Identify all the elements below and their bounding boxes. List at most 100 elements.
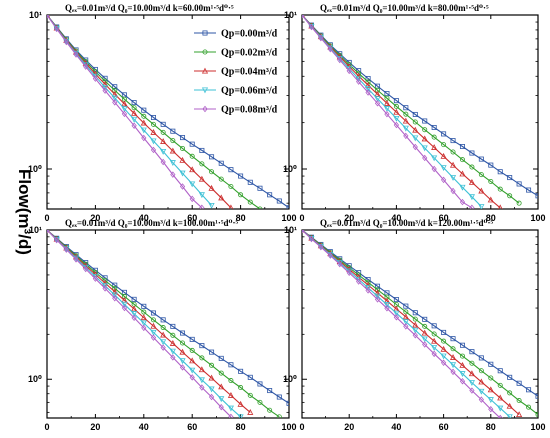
data-point [121,106,128,113]
data-point [478,355,484,361]
data-point [111,292,118,299]
data-point [478,156,484,162]
data-point [393,297,399,303]
data-point [73,51,79,58]
data-point [440,165,447,172]
panel-1: Qₑₓ=0.01m³/d Q₀=10.00m³/d k=60.00m¹·⁵d⁰·… [28,3,296,223]
data-point [83,265,89,273]
legend-item: Qp=0.00m³/d [194,29,278,40]
data-point [459,371,466,378]
data-point [141,303,147,309]
x-tick-label: 100 [281,422,296,432]
data-point [141,113,147,119]
data-point [170,332,176,338]
data-point [355,276,362,283]
data-point [403,303,409,309]
x-axis-ticks: 0 20 40 60 80 100 [299,15,546,223]
data-point [384,91,390,97]
data-point [198,377,205,384]
data-point [170,354,176,361]
data-point [140,314,147,321]
data-point [469,150,475,156]
series-group [47,15,289,209]
data-point [141,107,147,113]
data-point [150,138,157,145]
data-point [535,193,538,199]
data-point [276,414,282,418]
x-tick-label: 60 [439,213,449,223]
data-point [276,198,282,204]
data-point [468,194,475,201]
data-point [92,275,99,282]
data-point [402,319,409,326]
data-point [247,392,253,398]
data-point [179,348,186,355]
x-tick-label: 40 [391,422,401,432]
data-point [160,325,166,331]
data-point [276,394,282,400]
data-point [302,15,304,19]
data-point [170,128,176,134]
data-point [63,38,69,46]
data-point [237,414,244,418]
panel-2: Qₑₓ=0.01m³/d Q₀=10.00m³/d k=80.00m¹·⁵d⁰·… [283,3,545,223]
series-line-1 [302,15,538,197]
series-line-3 [302,15,501,209]
plot-frame [301,14,539,210]
data-point [526,404,532,410]
data-point [198,192,205,199]
data-point [468,370,475,377]
series-line-4 [47,15,213,206]
data-point [516,200,522,206]
data-point [54,25,60,33]
series-line-2 [47,15,261,209]
data-point [497,394,504,401]
y-tick-label: 10⁰ [283,164,297,174]
data-point [450,138,456,144]
data-point [189,336,195,342]
data-point [189,367,196,374]
data-point [412,310,418,316]
data-point [237,400,244,407]
data-point [257,206,263,209]
data-point [102,80,109,87]
data-point [102,84,109,91]
data-point [318,243,324,251]
series-line-2 [47,230,280,418]
data-point [247,199,253,205]
data-point [150,317,156,323]
data-point [257,185,263,191]
data-point [383,302,391,309]
data-point [150,310,156,316]
data-point [393,98,399,104]
data-point [422,127,428,133]
data-point [218,403,224,411]
data-point [267,388,273,394]
data-point [440,359,447,366]
data-point [208,374,215,381]
data-point [160,344,166,351]
data-point [497,368,503,374]
data-point [507,374,513,380]
data-point [356,278,362,285]
y-tick-label: 10¹ [284,225,297,235]
y-tick-label: 10⁰ [283,374,297,384]
data-point [384,305,390,312]
data-point [469,360,475,366]
data-point [337,56,343,64]
data-point [179,183,186,190]
data-point [199,204,205,209]
data-point [286,205,289,209]
data-point [189,195,195,203]
y-tick-label: 10¹ [29,10,42,20]
data-point [189,141,195,147]
series-group [302,15,538,209]
data-point [450,336,456,342]
x-tick-label: 80 [486,213,496,223]
data-point [208,202,215,209]
data-point [422,118,428,124]
data-point [112,294,118,302]
data-point [506,402,513,409]
data-point [449,175,457,181]
panel-4: Qₑₓ=0.01m³/d Q₀=10.00m³/d k=120.00m¹·⁵d⁰… [283,218,545,432]
